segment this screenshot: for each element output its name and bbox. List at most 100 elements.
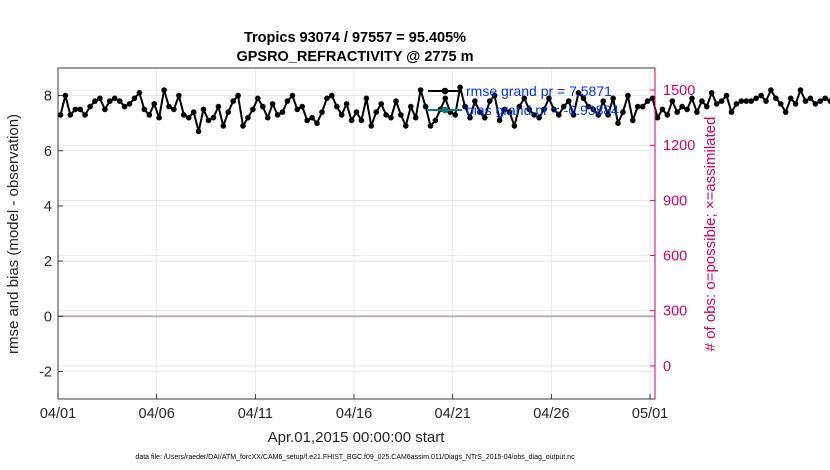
rmse-point — [176, 92, 182, 99]
rmse-point — [541, 106, 547, 113]
rmse-point — [294, 106, 301, 113]
x-tick-label: 04/16 — [336, 406, 372, 422]
rmse-point — [679, 103, 685, 110]
rmse-point — [131, 95, 138, 102]
y-left-tick-label: 2 — [44, 254, 52, 270]
rmse-point — [506, 109, 513, 115]
x-tick-label: 04/26 — [533, 406, 569, 422]
rmse-point — [634, 103, 641, 110]
rmse-point — [235, 92, 241, 99]
rmse-point — [408, 103, 414, 110]
rmse-point — [699, 98, 705, 104]
rmse-point — [77, 106, 83, 113]
rmse-point — [274, 112, 281, 118]
rmse-point — [190, 109, 197, 115]
rmse-point — [156, 114, 162, 121]
rmse-point — [822, 95, 828, 102]
legend: rmse grand pr = 7.5871 bias grand pr = -… — [428, 83, 619, 118]
rmse-point — [748, 98, 754, 104]
chart-title-line1: Tropics 93074 / 97557 = 95.405% — [244, 30, 466, 46]
rmse-point — [659, 106, 666, 113]
legend-rmse-marker — [441, 87, 449, 95]
rmse-point — [260, 103, 266, 110]
x-axis: 04/01 04/06 04/11 04/16 04/21 04/26 05/01 — [40, 394, 668, 422]
left-y-axis-label: rmse and bias (model - observation) — [5, 114, 22, 354]
y-right-tick-label: 1200 — [663, 138, 695, 154]
rmse-point — [511, 123, 518, 129]
rmse-point — [136, 90, 143, 96]
rmse-point — [82, 112, 88, 118]
rmse-point — [457, 84, 463, 91]
rmse-point — [610, 95, 616, 102]
rmse-point — [146, 112, 153, 118]
rmse-point — [363, 95, 370, 102]
rmse-point — [284, 98, 291, 104]
rmse-point — [491, 92, 498, 99]
rmse-point — [644, 98, 651, 104]
y-left-tick-label: 0 — [44, 309, 52, 325]
rmse-point — [343, 101, 350, 107]
rmse-point — [580, 95, 587, 102]
rmse-point — [536, 114, 542, 121]
x-tick-label: 04/21 — [435, 406, 471, 422]
data-file-footer: data file: /Users/raeder/DAI/ATM_forcXX/… — [135, 454, 575, 461]
rmse-point — [551, 106, 557, 113]
rmse-point — [334, 103, 340, 110]
rmse-point — [713, 101, 720, 107]
rmse-point — [546, 95, 552, 102]
rmse-point — [605, 112, 611, 118]
rmse-point — [195, 128, 202, 135]
rmse-point — [279, 109, 286, 115]
legend-bias-marker — [441, 106, 449, 114]
rmse-point — [733, 101, 740, 107]
rmse-point — [215, 103, 222, 110]
rmse-point — [378, 101, 385, 107]
rmse-point — [151, 101, 157, 107]
rmse-point — [802, 98, 809, 104]
rmse-point — [807, 95, 814, 102]
rmse-point — [639, 103, 646, 110]
rmse-point — [556, 112, 562, 118]
right-y-axis: 0 300 600 900 1200 1500 — [650, 83, 695, 375]
rmse-point — [531, 112, 537, 118]
rmse-point — [107, 98, 113, 104]
rmse-point — [353, 109, 360, 115]
rmse-point — [472, 98, 478, 104]
rmse-point — [570, 112, 577, 118]
y-right-tick-label: 600 — [663, 249, 687, 265]
rmse-point — [575, 90, 582, 96]
rmse-point — [324, 95, 330, 102]
y-right-tick-label: 1500 — [663, 83, 695, 99]
rmse-point — [560, 103, 567, 110]
rmse-point — [403, 123, 409, 129]
rmse-point — [171, 106, 177, 113]
chart-title-line2: GPSRO_REFRACTIVITY @ 2775 m — [236, 49, 473, 65]
x-tick-label: 04/01 — [40, 406, 76, 422]
rmse-point — [432, 117, 439, 124]
rmse-point — [728, 109, 735, 115]
x-tick-label: 05/01 — [632, 406, 668, 422]
rmse-point — [827, 98, 830, 104]
rmse-point — [664, 112, 671, 118]
rmse-point — [812, 101, 819, 107]
rmse-point — [482, 114, 488, 121]
rmse-point — [309, 114, 315, 121]
rmse-point — [782, 109, 789, 115]
rmse-point — [723, 92, 730, 99]
rmse-point — [417, 87, 424, 93]
rmse-point — [57, 112, 64, 118]
rmse-point — [398, 112, 404, 118]
rmse-point — [412, 114, 419, 121]
rmse-point — [245, 114, 251, 121]
rmse-point — [763, 98, 769, 104]
rmse-point — [615, 120, 621, 126]
rmse-point — [704, 103, 710, 110]
rmse-point — [141, 106, 148, 113]
rmse-point — [373, 109, 380, 115]
rmse-point — [97, 95, 103, 102]
rmse-point — [654, 114, 661, 121]
rmse-point — [299, 103, 306, 110]
x-tick-label: 04/06 — [139, 406, 175, 422]
rmse-point — [62, 92, 69, 99]
rmse-point — [521, 95, 528, 102]
